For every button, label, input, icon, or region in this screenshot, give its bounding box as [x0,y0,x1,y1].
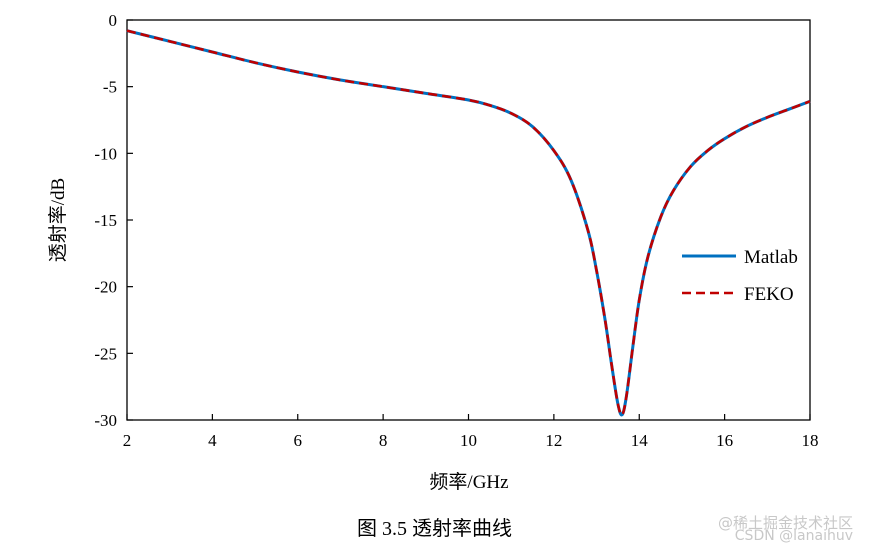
x-tick-label: 12 [545,431,562,450]
legend: Matlab FEKO [682,247,798,305]
x-tick-label: 10 [460,431,477,450]
x-tick-label: 16 [716,431,733,450]
figure-caption: 图 3.5 透射率曲线 [357,518,512,540]
x-tick-label: 14 [631,431,649,450]
y-tick-label: -20 [94,278,117,297]
y-axis: 0 -5 -10 -15 -20 -25 -30 [94,11,133,430]
y-tick-label: -25 [94,344,117,363]
legend-label-feko: FEKO [744,284,794,305]
legend-label-matlab: Matlab [744,247,798,268]
x-tick-label: 8 [379,431,388,450]
watermark-text: @稀土掘金技术社区 [717,514,853,532]
chart: 2 4 6 8 10 12 14 16 18 0 -5 -10 -15 -20 -25 -30 频率/GHz… [47,11,819,493]
y-axis-title: 透射率/dB [47,178,69,262]
watermark-credit: CSDN @lanaihuv [734,528,853,544]
y-tick-label: -15 [94,211,117,230]
x-tick-label: 6 [294,431,303,450]
x-axis-title: 频率/GHz [429,471,508,493]
plot-frame [126,19,811,421]
x-tick-label: 18 [802,431,819,450]
y-tick-label: -30 [94,411,117,430]
x-axis: 2 4 6 8 10 12 14 16 18 [123,414,819,450]
series-layer [126,29,811,417]
series-line-feko [126,29,811,417]
y-tick-label: -5 [103,78,117,97]
x-tick-label: 2 [123,431,132,450]
x-tick-label: 4 [208,431,217,450]
y-tick-label: -10 [94,144,117,163]
y-tick-label: 0 [109,11,118,30]
plot-area [126,19,811,421]
